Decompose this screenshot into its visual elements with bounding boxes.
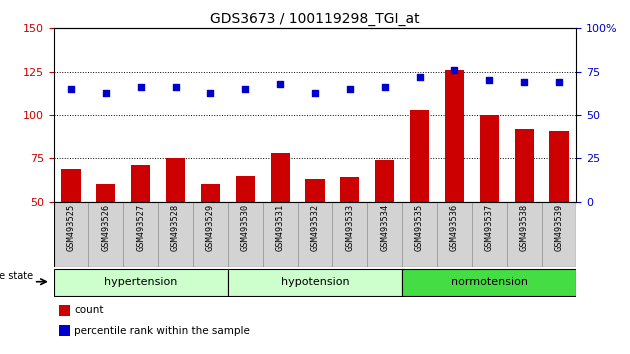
Text: GSM493532: GSM493532 (311, 204, 319, 251)
Point (101, 90, 111, 95)
Point (484, 78, 495, 83)
Bar (228, 269, 402, 296)
Bar (59, 305, 71, 316)
Bar (410, 110, 429, 202)
Bar (306, 179, 324, 202)
Text: GSM493533: GSM493533 (345, 204, 354, 251)
Bar (375, 160, 394, 202)
Text: percentile rank within the sample: percentile rank within the sample (74, 326, 250, 336)
Text: GSM493536: GSM493536 (450, 204, 459, 251)
Bar (479, 115, 499, 202)
Point (66, 86, 76, 92)
Bar (333, 202, 367, 267)
Text: GSM493530: GSM493530 (241, 204, 249, 251)
Point (345, 86, 355, 92)
Bar (123, 202, 158, 267)
Point (240, 86, 250, 92)
Bar (270, 153, 290, 202)
Text: hypertension: hypertension (104, 277, 178, 287)
Text: count: count (74, 305, 104, 315)
Text: GSM493534: GSM493534 (381, 204, 389, 251)
Bar (367, 202, 402, 267)
Point (380, 85, 390, 90)
Text: disease state: disease state (0, 271, 33, 281)
Bar (54, 202, 88, 267)
Text: GSM493531: GSM493531 (276, 204, 285, 251)
Point (205, 90, 215, 95)
Bar (193, 202, 228, 267)
Bar (236, 176, 255, 202)
Title: GDS3673 / 100119298_TGI_at: GDS3673 / 100119298_TGI_at (210, 12, 420, 26)
Bar (59, 325, 71, 336)
Point (135, 85, 146, 90)
Bar (340, 177, 360, 202)
Text: GSM493526: GSM493526 (101, 204, 110, 251)
Bar (515, 129, 534, 202)
Bar (549, 131, 569, 202)
Point (275, 81, 285, 87)
Bar (437, 202, 472, 267)
Text: GSM493525: GSM493525 (67, 204, 76, 251)
Bar (507, 202, 542, 267)
Text: GSM493537: GSM493537 (485, 204, 494, 251)
Text: normotension: normotension (451, 277, 528, 287)
Point (415, 74, 425, 80)
Text: GSM493528: GSM493528 (171, 204, 180, 251)
Bar (263, 202, 297, 267)
Bar (201, 184, 220, 202)
Bar (402, 202, 437, 267)
Bar (445, 70, 464, 202)
Bar (61, 169, 81, 202)
Bar (166, 159, 185, 202)
Bar (96, 184, 115, 202)
Text: GSM493538: GSM493538 (520, 204, 529, 251)
Bar (88, 202, 123, 267)
Bar (297, 202, 333, 267)
Text: GSM493539: GSM493539 (554, 204, 563, 251)
Bar (131, 165, 151, 202)
Point (449, 67, 459, 73)
Point (171, 85, 181, 90)
Point (310, 90, 320, 95)
Bar (228, 202, 263, 267)
Bar (402, 269, 576, 296)
Bar (472, 202, 507, 267)
Text: GSM493535: GSM493535 (415, 204, 424, 251)
Text: GSM493527: GSM493527 (136, 204, 145, 251)
Text: hypotension: hypotension (281, 277, 349, 287)
Bar (542, 202, 576, 267)
Bar (54, 269, 228, 296)
Point (519, 79, 529, 85)
Bar (158, 202, 193, 267)
Point (554, 79, 564, 85)
Text: GSM493529: GSM493529 (206, 204, 215, 251)
